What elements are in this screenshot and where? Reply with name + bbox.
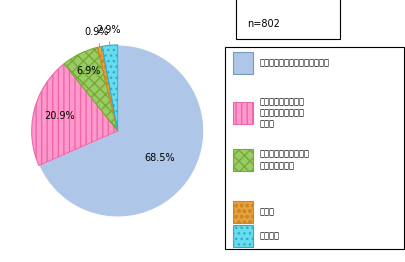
FancyBboxPatch shape (233, 225, 253, 247)
FancyBboxPatch shape (233, 149, 253, 171)
Text: 迅速・適確な情報を確実に提供: 迅速・適確な情報を確実に提供 (259, 58, 329, 67)
Wedge shape (64, 47, 117, 131)
Text: n=802: n=802 (246, 19, 279, 29)
Text: 6.9%: 6.9% (76, 67, 100, 77)
Wedge shape (39, 45, 203, 217)
Wedge shape (102, 45, 117, 131)
FancyBboxPatch shape (236, 0, 339, 39)
Text: 68.5%: 68.5% (144, 153, 175, 163)
Text: その他: その他 (259, 208, 274, 217)
Wedge shape (97, 46, 117, 131)
FancyBboxPatch shape (225, 47, 403, 249)
Text: 0.9%: 0.9% (84, 27, 109, 37)
FancyBboxPatch shape (233, 52, 253, 74)
FancyBboxPatch shape (233, 201, 253, 223)
Text: 特にない: 特にない (259, 231, 279, 240)
Text: 生活情報等について、
きめ細かく提供: 生活情報等について、 きめ細かく提供 (259, 150, 309, 170)
Text: 20.9%: 20.9% (44, 112, 75, 122)
Text: 被害や避難・安否に
関する情報を継続的
に提供: 被害や避難・安否に 関する情報を継続的 に提供 (259, 97, 304, 128)
Wedge shape (32, 64, 117, 166)
FancyBboxPatch shape (233, 102, 253, 124)
Text: 2.9%: 2.9% (96, 25, 120, 35)
